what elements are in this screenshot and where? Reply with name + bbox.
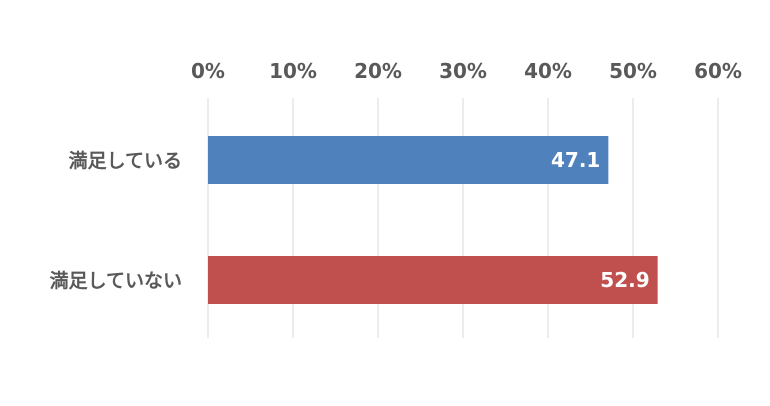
x-tick-label: 60% xyxy=(694,59,742,83)
data-label: 47.1 xyxy=(551,148,600,172)
bars xyxy=(208,136,658,304)
x-tick-label: 20% xyxy=(354,59,402,83)
x-tick-label: 10% xyxy=(269,59,317,83)
data-labels: 47.1 52.9 xyxy=(551,148,650,292)
category-label: 満足している xyxy=(69,150,182,172)
category-label: 満足していない xyxy=(50,270,182,292)
x-tick-label: 30% xyxy=(439,59,487,83)
x-tick-label: 50% xyxy=(609,59,657,83)
x-tick-labels: 0% 10% 20% 30% 40% 50% 60% xyxy=(191,59,742,83)
data-label: 52.9 xyxy=(600,268,649,292)
x-tick-label: 0% xyxy=(191,59,225,83)
bar-1 xyxy=(208,136,609,184)
bar-2 xyxy=(208,256,658,304)
x-tick-label: 40% xyxy=(524,59,572,83)
